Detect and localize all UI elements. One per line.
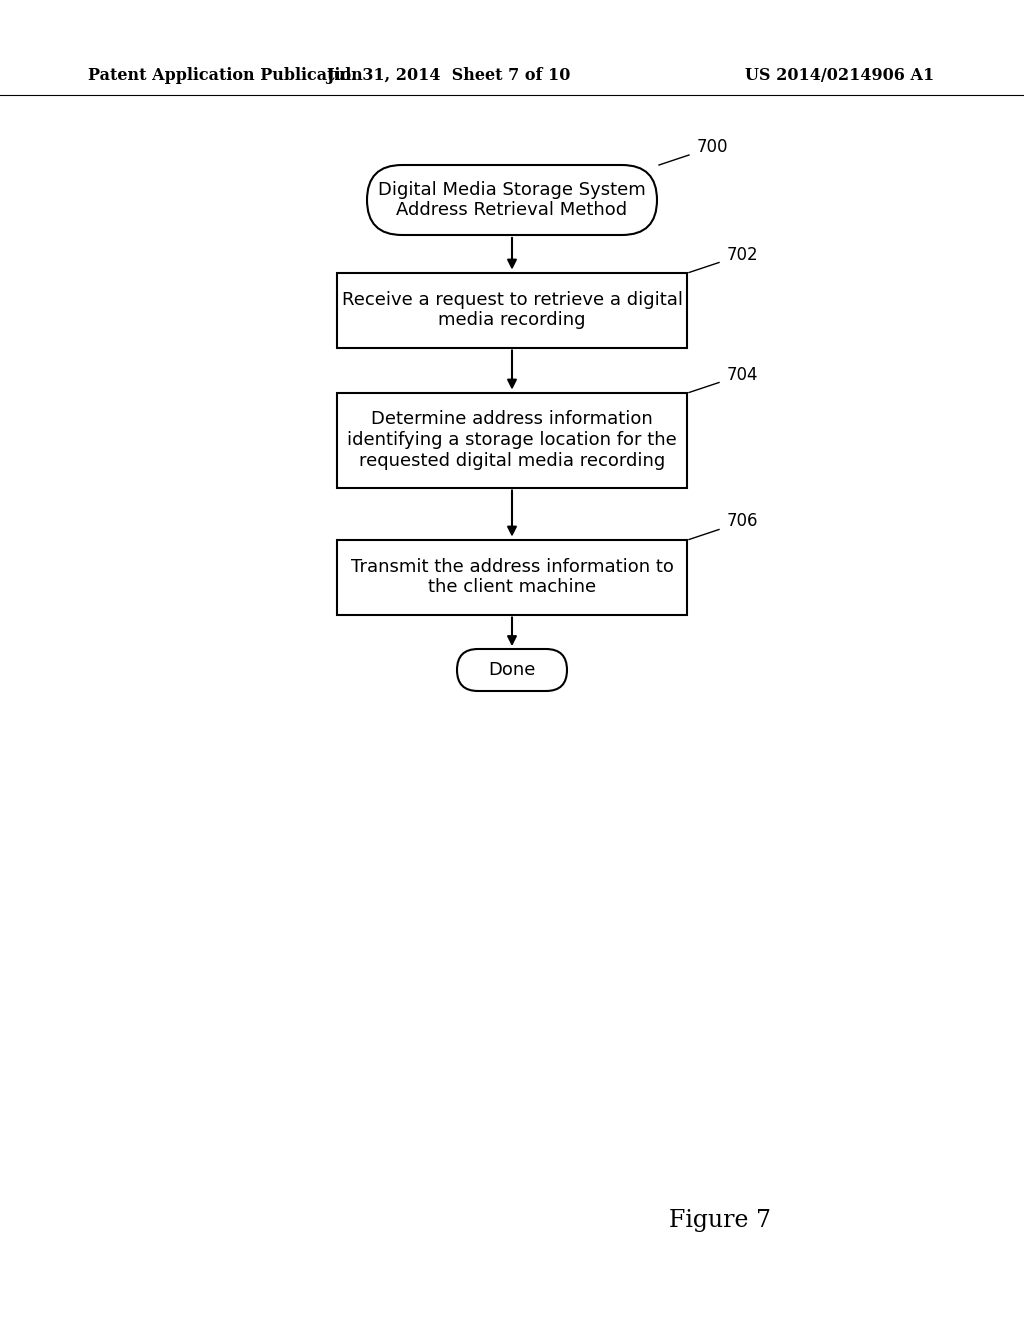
Text: Transmit the address information to
the client machine: Transmit the address information to the …: [350, 557, 674, 597]
Text: 702: 702: [727, 246, 759, 264]
Text: Figure 7: Figure 7: [669, 1209, 771, 1232]
Bar: [337, 392, 687, 487]
Text: Determine address information
identifying a storage location for the
requested d: Determine address information identifyin…: [347, 411, 677, 470]
FancyBboxPatch shape: [367, 165, 657, 235]
Text: 700: 700: [697, 139, 728, 156]
Text: Patent Application Publication: Patent Application Publication: [88, 66, 362, 83]
FancyBboxPatch shape: [457, 649, 567, 690]
Text: Jul. 31, 2014  Sheet 7 of 10: Jul. 31, 2014 Sheet 7 of 10: [326, 66, 570, 83]
Text: Digital Media Storage System
Address Retrieval Method: Digital Media Storage System Address Ret…: [378, 181, 646, 219]
Bar: [337, 540, 687, 615]
Text: US 2014/0214906 A1: US 2014/0214906 A1: [745, 66, 935, 83]
Text: 706: 706: [727, 512, 759, 531]
Text: Done: Done: [488, 661, 536, 678]
Bar: [337, 272, 687, 347]
Text: Receive a request to retrieve a digital
media recording: Receive a request to retrieve a digital …: [341, 290, 683, 330]
Text: 704: 704: [727, 366, 759, 384]
